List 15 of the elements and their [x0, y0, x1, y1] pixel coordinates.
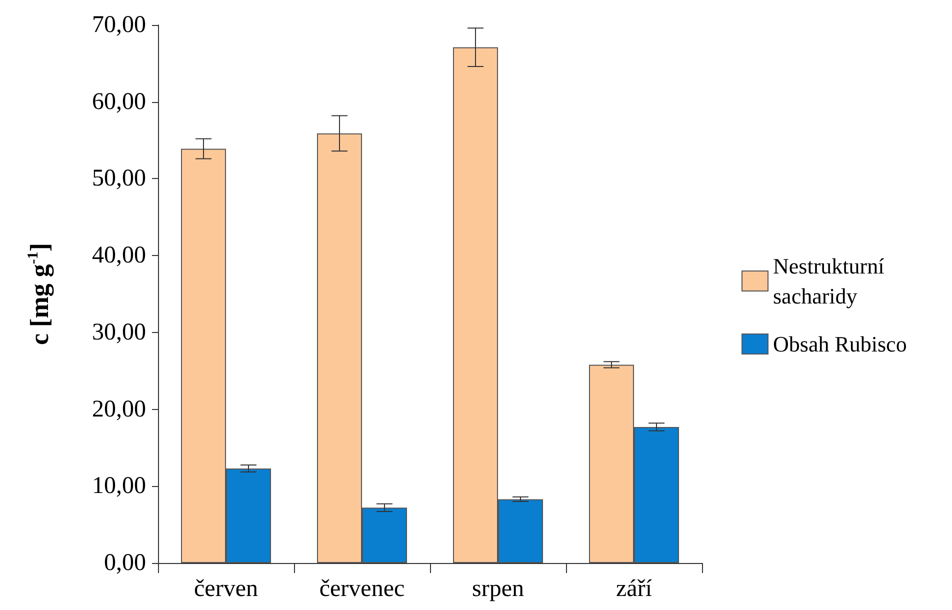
y-tick-label: 60,00 [92, 88, 146, 115]
y-tick-label: 50,00 [92, 166, 146, 192]
x-tick-label: září [616, 576, 652, 602]
x-tick-label: srpen [472, 576, 524, 602]
y-tick-label: 20,00 [92, 396, 146, 422]
y-tick-label: 0,00 [104, 550, 146, 576]
y-axis-title: c [mg g-1] [25, 242, 54, 346]
x-tick-label: červenec [319, 576, 405, 602]
y-tick-label: 70,00 [92, 12, 146, 38]
legend-label: Obsah Rubisco [773, 332, 907, 356]
legend-label: Nestrukturní sacharidy [773, 254, 890, 308]
y-tick-label: 40,00 [92, 242, 146, 269]
y-tick-label: 10,00 [92, 473, 146, 500]
x-tick-label: červen [194, 576, 258, 602]
y-tick-label: 30,00 [92, 319, 146, 346]
